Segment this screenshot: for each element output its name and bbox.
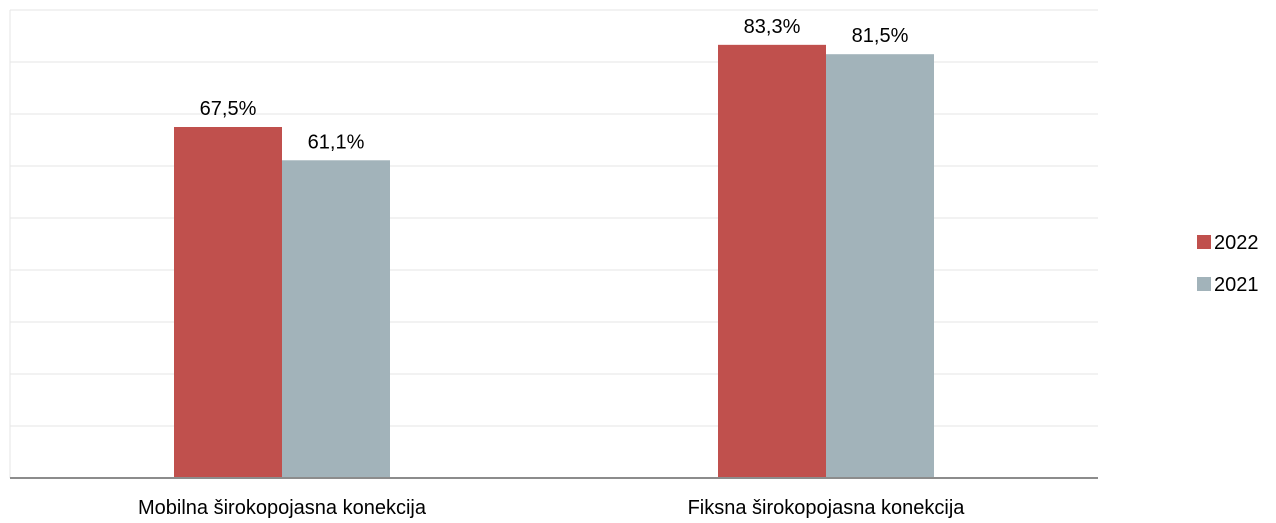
data-label-2022-0: 67,5% — [200, 98, 257, 120]
category-label-0: Mobilna širokopojasna konekcija — [138, 497, 427, 519]
bar-2022-1 — [718, 44, 826, 479]
data-label-2021-0: 61,1% — [308, 131, 365, 153]
bar-2021-0 — [282, 160, 390, 478]
bars — [174, 44, 934, 479]
data-label-2021-1: 81,5% — [852, 25, 909, 47]
legend-label-2021: 2021 — [1214, 274, 1259, 296]
legend: 2022 2021 — [1197, 232, 1259, 296]
data-labels: 67,5% 61,1% 83,3% 81,5% — [200, 16, 909, 153]
legend-swatch-2021 — [1197, 277, 1211, 291]
gridlines — [9, 9, 1098, 478]
legend-swatch-2022 — [1197, 235, 1211, 249]
category-labels: Mobilna širokopojasna konekcija Fiksna ši… — [138, 497, 965, 519]
category-label-1: Fiksna širokopojasna konekcija — [688, 497, 966, 519]
data-label-2022-1: 83,3% — [744, 16, 801, 38]
bar-2022-0 — [174, 127, 282, 478]
bar-2021-1 — [826, 54, 934, 478]
legend-label-2022: 2022 — [1214, 232, 1259, 254]
